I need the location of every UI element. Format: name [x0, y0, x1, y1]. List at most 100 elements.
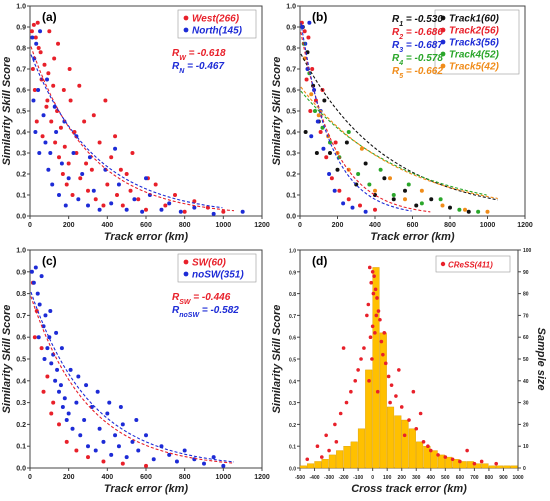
- y-tick-label: 0.7: [286, 67, 296, 74]
- data-point: [62, 396, 67, 401]
- legend-label: North(145): [192, 26, 243, 37]
- data-point: [369, 280, 374, 285]
- data-point: [36, 335, 41, 340]
- data-point: [128, 188, 133, 193]
- y-tick-label: 0.7: [16, 67, 26, 74]
- sample-bar: [372, 267, 380, 469]
- data-point: [429, 197, 434, 202]
- data-point: [192, 205, 197, 210]
- y-axis-title: Similarity Skill Score: [271, 57, 283, 166]
- y-tick-label: 0.1: [286, 193, 296, 200]
- data-point: [370, 357, 374, 361]
- x-tick-label: 0: [298, 222, 302, 229]
- y-tick-label: 0.0: [16, 214, 26, 221]
- x-tick-label: -200: [339, 475, 349, 481]
- data-point: [40, 134, 45, 139]
- data-point: [458, 459, 462, 464]
- panel-label: (c): [42, 254, 57, 268]
- y-tick-label: 0.6: [16, 88, 26, 95]
- correlation-subscript: N: [179, 68, 185, 75]
- correlation-label: R5 = -0.662: [392, 66, 443, 80]
- legend-label: West(266): [192, 14, 240, 25]
- y2-tick-label: 30: [523, 401, 529, 407]
- y-tick-label: 0.4: [16, 378, 26, 385]
- x-tick-label: 800: [179, 474, 191, 481]
- y-tick-label: 0.1: [16, 193, 26, 200]
- data-point: [174, 459, 179, 464]
- data-point: [356, 368, 360, 372]
- sample-bar: [423, 446, 431, 469]
- data-point: [494, 461, 499, 466]
- x-tick-label: 800: [179, 222, 191, 229]
- legend-box: [177, 9, 257, 39]
- data-point: [419, 201, 424, 206]
- x-tick-label: 500: [441, 475, 450, 481]
- data-point: [144, 176, 148, 181]
- data-point: [57, 389, 61, 394]
- y-tick-label: 0.9: [286, 25, 296, 32]
- x-tick-label: 1200: [517, 222, 533, 229]
- y2-tick-label: 70: [523, 313, 529, 319]
- sample-bar: [488, 465, 496, 469]
- data-point: [30, 35, 35, 40]
- sample-bar: [357, 428, 365, 469]
- correlation-symbol: R: [392, 14, 400, 25]
- correlation-symbol: R: [172, 292, 180, 303]
- data-point: [371, 291, 376, 296]
- data-point: [335, 167, 340, 172]
- legend-marker: [440, 63, 446, 69]
- data-point: [376, 309, 381, 313]
- data-point: [43, 140, 48, 145]
- data-point: [93, 448, 98, 453]
- data-point: [202, 461, 206, 466]
- data-point: [144, 433, 148, 438]
- data-point: [403, 188, 407, 193]
- data-point: [302, 29, 307, 34]
- data-point: [30, 67, 35, 71]
- data-point: [134, 418, 139, 423]
- data-point: [394, 394, 398, 398]
- data-point: [42, 62, 47, 67]
- data-point: [136, 448, 141, 453]
- correlation-value: = -0.582: [199, 305, 239, 316]
- sample-bar: [459, 461, 467, 469]
- data-point: [41, 389, 46, 394]
- data-point: [86, 455, 90, 460]
- y2-tick-label: 20: [523, 422, 529, 428]
- data-point: [324, 155, 329, 160]
- data-point: [35, 291, 40, 296]
- y-tick-label: 0.5: [16, 109, 26, 116]
- legend-marker: [440, 51, 446, 57]
- correlation-symbol: R: [172, 61, 180, 72]
- sample-bar: [430, 450, 438, 469]
- data-point: [103, 98, 108, 103]
- data-point: [399, 405, 404, 409]
- fit-curve: [30, 46, 235, 212]
- x-tick-label: 700: [470, 475, 479, 481]
- data-point: [82, 119, 87, 124]
- data-point: [344, 140, 349, 145]
- data-point: [48, 151, 53, 155]
- y-tick-label: 0.3: [16, 400, 26, 407]
- data-point: [333, 140, 338, 145]
- sample-bar: [394, 415, 402, 469]
- data-point: [36, 88, 41, 92]
- data-point: [368, 335, 373, 340]
- data-point: [367, 265, 372, 270]
- correlation-subscript: 1: [399, 21, 403, 28]
- data-point: [47, 29, 52, 34]
- x-tick-label: 400: [427, 475, 436, 481]
- y-axis-title: Similarity Skill Score: [1, 57, 13, 166]
- legend-marker: [440, 27, 446, 33]
- y-tick-label: 0.8: [286, 46, 296, 53]
- data-point: [80, 172, 85, 176]
- x-tick-label: 800: [485, 475, 494, 481]
- data-point: [173, 193, 177, 197]
- data-point: [372, 274, 376, 278]
- sample-bar: [307, 463, 315, 469]
- data-point: [63, 203, 68, 208]
- data-point: [429, 448, 433, 453]
- data-point: [77, 83, 82, 88]
- y-tick-label: 0.6: [286, 88, 296, 95]
- y-tick-label: 1.0: [16, 248, 26, 255]
